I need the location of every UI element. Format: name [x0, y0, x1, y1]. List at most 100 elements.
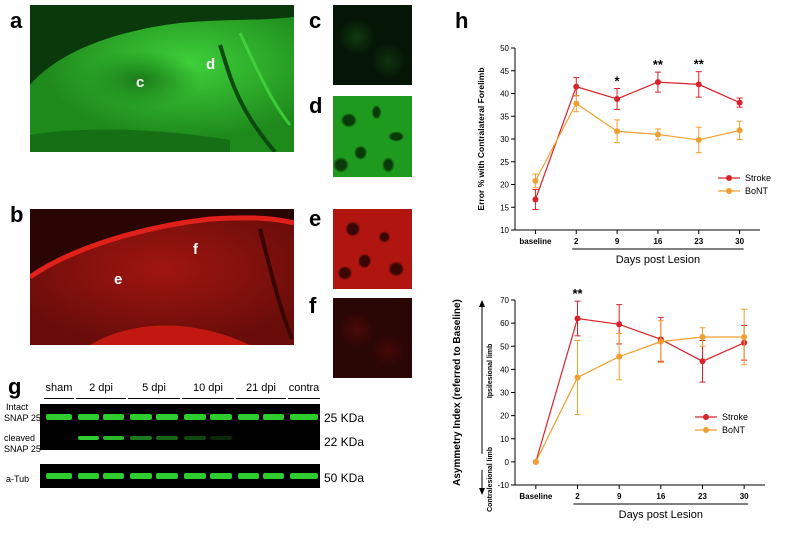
blot-band-intact	[290, 414, 318, 420]
data-point	[695, 81, 702, 88]
row-label-cleaved-2: SNAP 25	[4, 444, 41, 454]
data-point	[532, 177, 539, 184]
y-tick-label: 70	[500, 296, 509, 305]
blot-group-label: sham	[45, 382, 73, 394]
blot-group-label: 5 dpi	[142, 382, 166, 394]
data-point	[573, 83, 580, 90]
panel-label-a: a	[10, 8, 23, 33]
blot-band-intact	[46, 414, 72, 420]
y-tick-label: -10	[497, 481, 509, 490]
significance-marker: **	[694, 57, 705, 72]
y-tick-label: 20	[500, 412, 509, 421]
legend-label: BoNT	[722, 425, 746, 435]
blot-band-intact	[184, 414, 206, 420]
micrograph-f-image	[333, 298, 412, 378]
legend-marker	[726, 188, 732, 194]
region-label-f: f	[193, 241, 199, 258]
blot-strip-snap25	[40, 404, 320, 450]
series-line	[534, 81, 740, 200]
y-tick-label: 25	[500, 158, 509, 167]
panel-label-c: c	[309, 8, 322, 33]
panel-label-h: h	[455, 8, 469, 33]
row-label-tub: a-Tub	[6, 474, 30, 484]
blot-band-intact	[103, 414, 124, 420]
y-tick-label: 30	[500, 389, 509, 398]
blot-band-cleaved	[156, 436, 178, 440]
data-point	[741, 334, 748, 340]
blot-group-label: 2 dpi	[89, 382, 113, 394]
x-tick-label: 23	[694, 237, 703, 246]
blot-group-underline	[128, 398, 180, 399]
data-point	[699, 358, 706, 365]
legend-label: Stroke	[745, 173, 771, 183]
panel-label-d: d	[309, 93, 323, 118]
micrograph-e-image	[333, 209, 412, 289]
blot-group-label: 21 dpi	[246, 382, 276, 394]
kda-label-25: 25 KDa	[324, 411, 365, 425]
y-tick-label: 15	[500, 203, 509, 212]
red-brain-section-image: e f	[30, 209, 294, 345]
contralesional-arrowhead	[479, 488, 485, 495]
legend-label: Stroke	[722, 412, 748, 422]
chart-asymmetry-index: -10 0 10 20 30 40 50 60 70 Baseline 2 9 16 23 30 Days p…	[452, 286, 765, 521]
x-tick-label: 2	[575, 492, 580, 501]
kda-label-22: 22 KDa	[324, 435, 365, 449]
significance-marker: *	[615, 73, 621, 88]
x-tick-label: 16	[653, 237, 662, 246]
kda-label-50: 50 KDa	[324, 471, 365, 485]
data-point	[616, 353, 623, 360]
blot-band-tubulin	[210, 473, 232, 479]
ipsilesional-label: Ipsilesional limb	[487, 344, 494, 398]
blot-group-underline	[182, 398, 234, 399]
x-tick-label: baseline	[519, 237, 552, 246]
y-tick-label: 50	[500, 342, 509, 351]
blot-group-underline	[236, 398, 286, 399]
y-tick-label: 50	[500, 44, 509, 53]
data-point	[736, 127, 743, 134]
y-tick-label: 10	[500, 435, 509, 444]
blot-band-cleaved	[210, 436, 232, 440]
legend-marker	[703, 427, 709, 433]
x-tick-label: 9	[617, 492, 622, 501]
y-tick-label: 40	[500, 90, 509, 99]
panel-label-e: e	[309, 206, 322, 231]
x-tick-label: 30	[735, 237, 744, 246]
region-label-e: e	[114, 271, 122, 288]
data-point	[574, 374, 581, 381]
blot-band-tubulin	[130, 473, 152, 479]
blot-group-underline	[288, 398, 320, 399]
data-point	[736, 99, 743, 106]
data-point	[654, 79, 661, 86]
region-label-c: c	[136, 74, 144, 91]
region-label-d: d	[206, 56, 215, 73]
blot-band-cleaved	[78, 436, 99, 440]
ipsilesional-arrowhead	[479, 300, 485, 307]
blot-band-intact	[156, 414, 178, 420]
y-tick-label: 45	[500, 67, 509, 76]
legend-marker	[703, 414, 709, 420]
y-tick-label: 0	[505, 458, 510, 467]
blot-band-tubulin	[46, 473, 72, 479]
x-tick-label: 23	[698, 492, 707, 501]
data-point	[532, 458, 539, 465]
legend-label: BoNT	[745, 186, 769, 196]
row-label-intact-1: Intact	[6, 402, 29, 412]
x-tick-label: 2	[574, 237, 579, 246]
blot-band-tubulin	[263, 473, 284, 479]
data-point	[614, 95, 621, 102]
blot-group-underline	[44, 398, 74, 399]
data-point	[532, 196, 539, 203]
y-axis-label: Asymmetry Index (referred to Baseline)	[452, 299, 463, 486]
blot-band-tubulin	[290, 473, 318, 479]
x-tick-label: 30	[740, 492, 749, 501]
y-tick-label: 40	[500, 365, 509, 374]
blot-band-cleaved	[184, 436, 206, 440]
blot-group-underline	[76, 398, 126, 399]
data-point	[574, 315, 581, 322]
blot-band-intact	[78, 414, 99, 420]
blot-band-cleaved	[103, 436, 124, 440]
micrograph-d-image	[333, 96, 412, 177]
blot-band-intact	[263, 414, 284, 420]
data-point	[614, 128, 621, 135]
significance-marker: **	[653, 57, 664, 72]
